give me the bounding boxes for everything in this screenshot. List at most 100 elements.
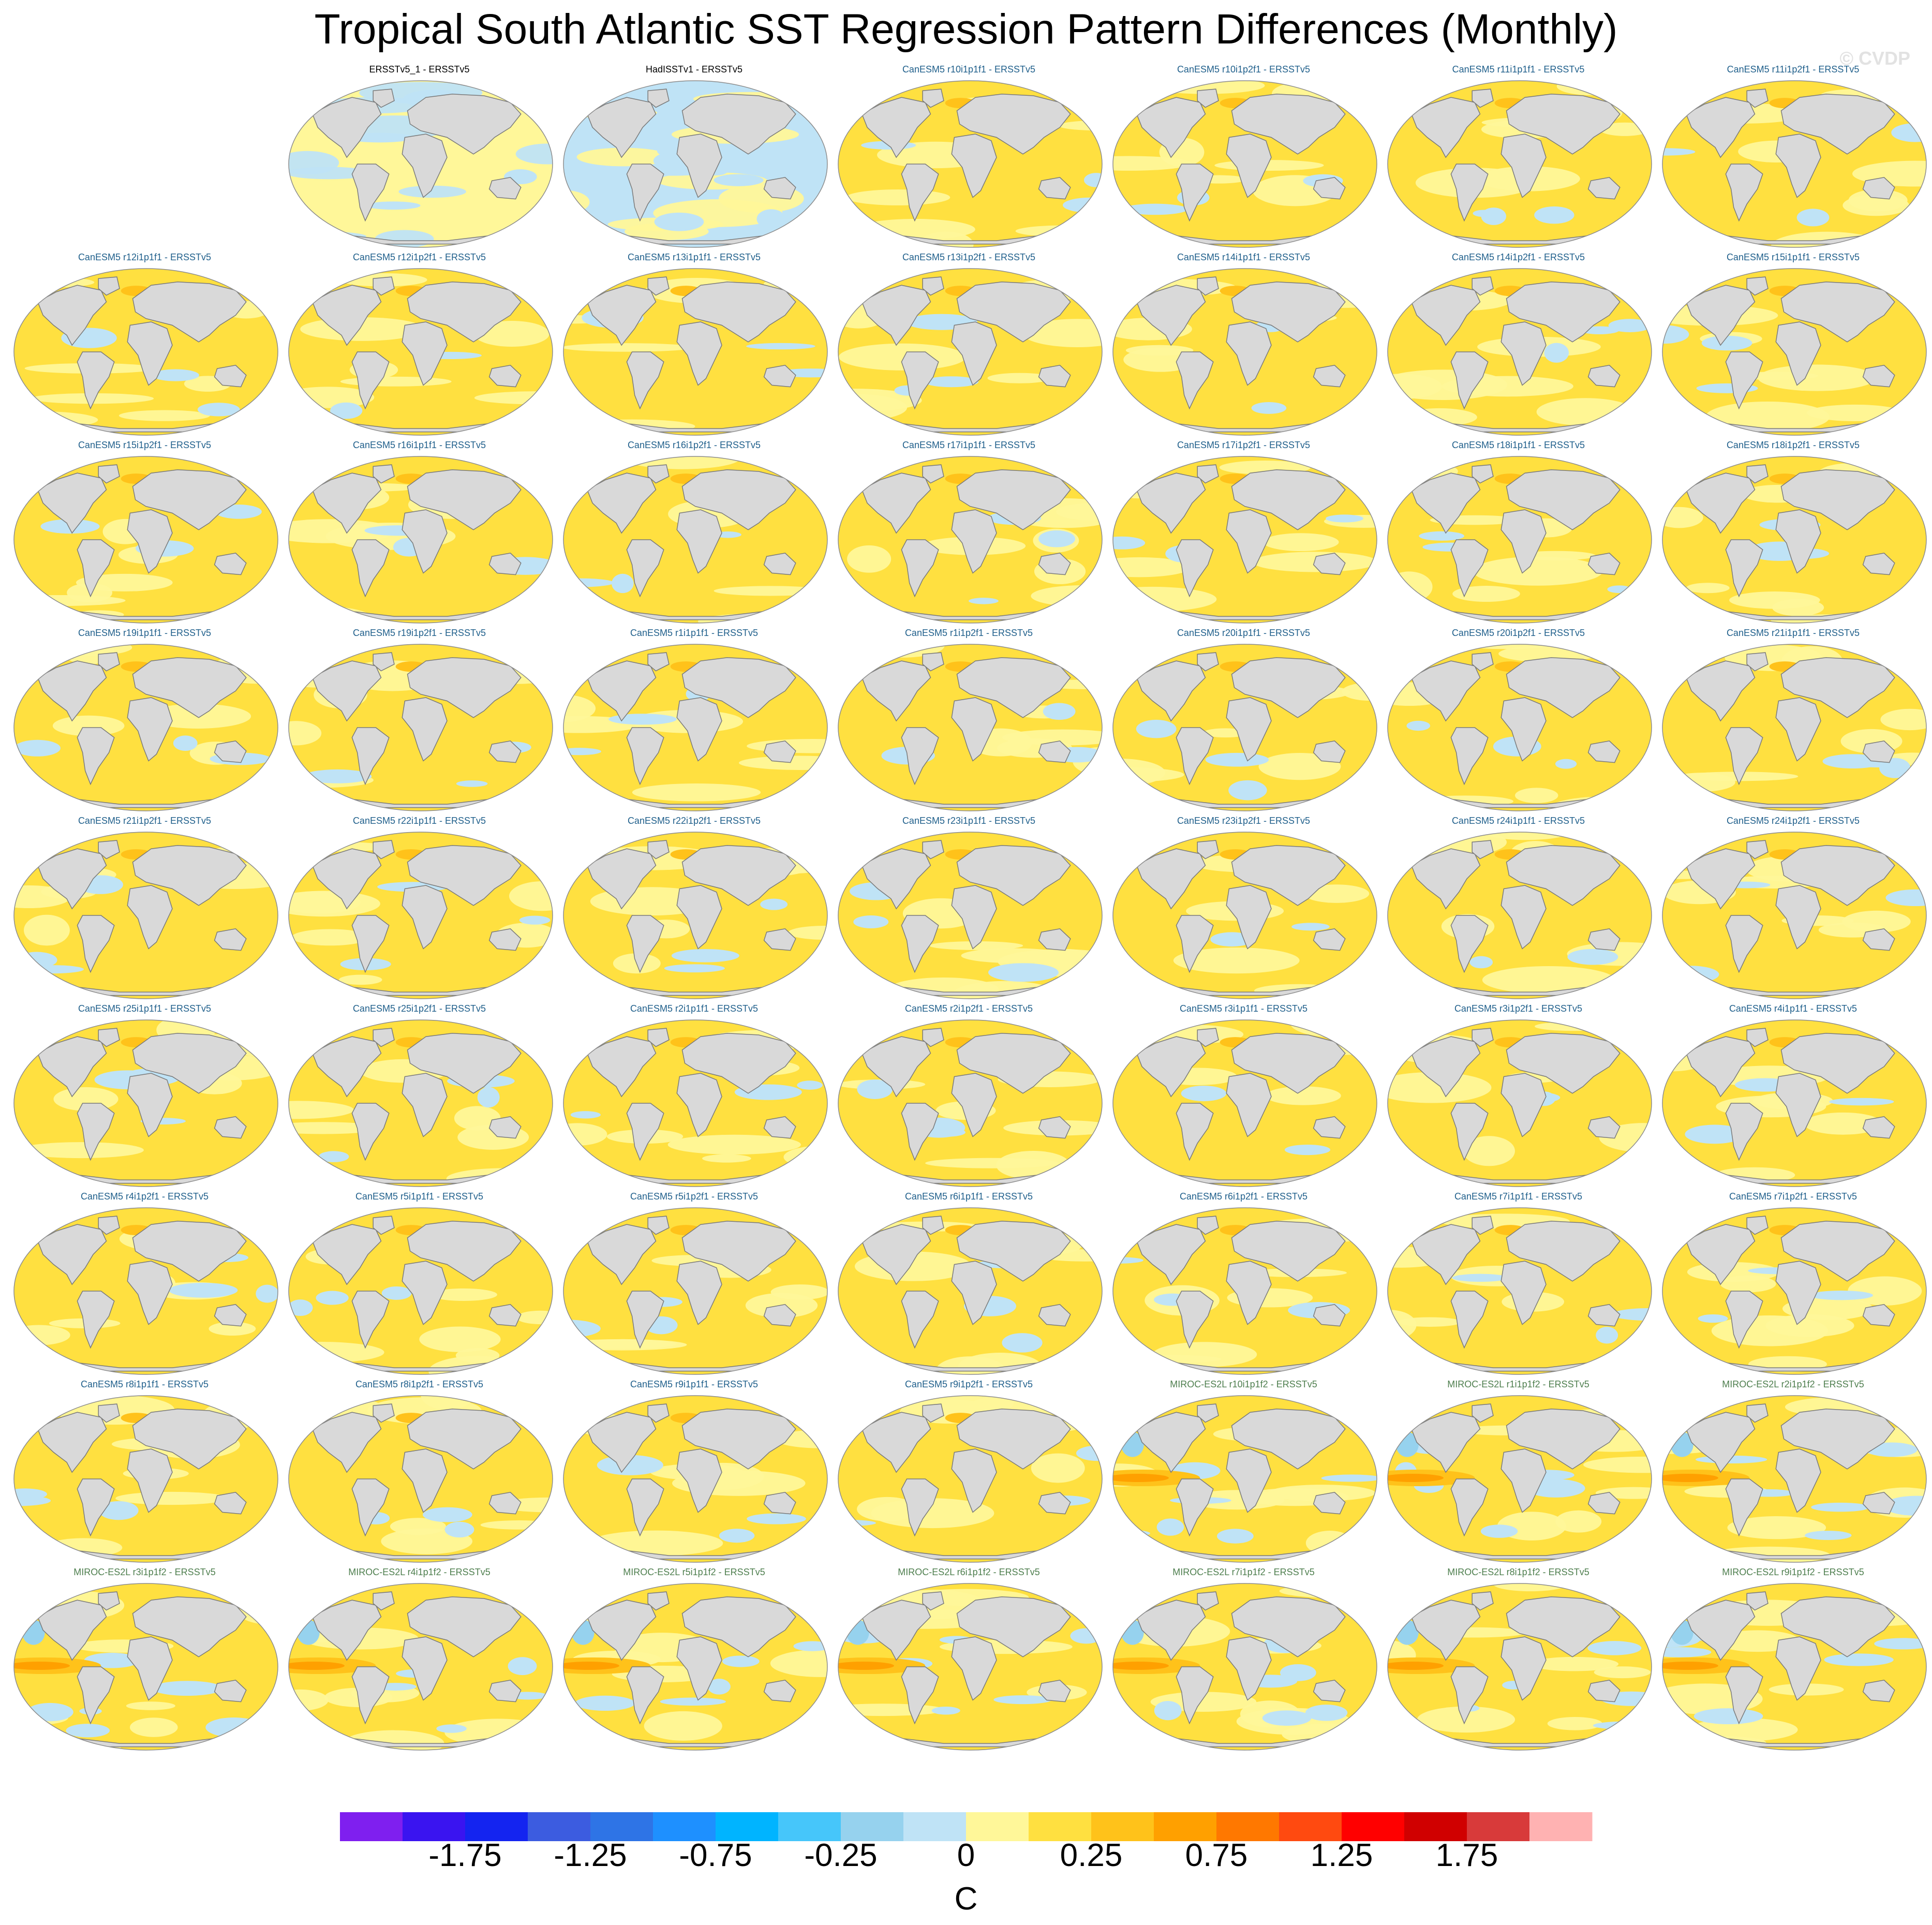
field-patch [1595, 1487, 1652, 1499]
continent [1862, 552, 1895, 575]
field-patch-negative [318, 1151, 349, 1162]
field-patch [289, 519, 396, 543]
continent [351, 1666, 390, 1725]
map-panel: CanESM5 r19i1p2f1 - ERSSTv5 [282, 628, 557, 816]
map-panel-field [1112, 456, 1377, 624]
continent [214, 1491, 247, 1515]
continent [901, 539, 939, 598]
field-patch [987, 373, 1052, 383]
map-panel: CanESM5 r11i1p2f1 - ERSSTv5 [1656, 64, 1930, 253]
continent [98, 276, 120, 296]
continent [951, 321, 997, 386]
colorbar-swatch [1342, 1812, 1405, 1841]
map-panel-field [838, 456, 1103, 624]
continent [1746, 1403, 1768, 1423]
continent [1685, 1036, 1756, 1098]
continent [626, 164, 664, 222]
continent [586, 1600, 657, 1661]
continent [951, 1261, 997, 1325]
field-patch-positive [1113, 1474, 1169, 1482]
map-panel-field [288, 456, 553, 624]
continent [1506, 657, 1621, 718]
map-outline [838, 1019, 1103, 1187]
continent [402, 509, 448, 574]
field-patch [847, 545, 891, 573]
colorbar-swatch [465, 1812, 528, 1841]
continent [586, 285, 657, 346]
map-outline [1112, 268, 1377, 436]
continent [407, 1596, 522, 1657]
panel-title: CanESM5 r4i1p1f1 - ERSSTv5 [1729, 1003, 1857, 1014]
field-patch [339, 974, 382, 985]
panel-title: CanESM5 r3i1p1f1 - ERSSTv5 [1179, 1003, 1308, 1014]
continent [1472, 652, 1494, 672]
panel-title: MIROC-ES2L r9i1p1f2 - ERSSTv5 [1722, 1567, 1864, 1577]
field-patch-negative [1084, 173, 1102, 187]
continent [1775, 321, 1821, 386]
map-panel-field [563, 644, 828, 811]
continent [1226, 321, 1272, 386]
continent [1038, 1491, 1071, 1515]
field-patch [118, 410, 210, 421]
map-outline [13, 644, 278, 811]
field-patch-negative [1419, 531, 1464, 541]
map-outline [1662, 268, 1927, 436]
continent [1500, 1073, 1547, 1137]
continent [1685, 1600, 1756, 1661]
continent [351, 164, 390, 222]
colorbar-tick-label: -0.75 [679, 1838, 752, 1873]
field-patch-negative [303, 769, 372, 783]
continent [77, 1291, 115, 1349]
field-patch [289, 1689, 329, 1711]
continent [127, 321, 173, 386]
panel-title: CanESM5 r2i1p1f1 - ERSSTv5 [630, 1003, 759, 1014]
continent [1685, 1224, 1756, 1285]
map-panel-field [838, 832, 1103, 999]
continent [98, 652, 120, 672]
field-patch [1594, 1666, 1651, 1679]
continent [1725, 351, 1763, 410]
continent [626, 1103, 664, 1161]
map-panel-field [288, 832, 553, 999]
continent [951, 1636, 997, 1701]
panel-title: CanESM5 r13i1p1f1 - ERSSTv5 [627, 252, 761, 262]
map-outline [1387, 80, 1652, 248]
field-patch-negative [1154, 1700, 1182, 1721]
field-patch [1022, 319, 1102, 347]
continent [1450, 915, 1489, 973]
field-patch [1758, 364, 1876, 391]
continent [373, 840, 395, 860]
continent [626, 1666, 664, 1725]
map-outline [13, 832, 278, 999]
field-patch-negative [1824, 1653, 1894, 1666]
field-patch-negative [654, 212, 704, 231]
map-outline [1112, 1583, 1377, 1751]
map-panel: CanESM5 r23i1p1f1 - ERSSTv5 [831, 816, 1106, 1004]
colorbar-swatch [340, 1812, 403, 1841]
field-patch-negative [444, 1521, 474, 1538]
continent [676, 1636, 722, 1701]
colorbar-swatch [1154, 1812, 1217, 1841]
field-patch [1056, 503, 1102, 521]
field-patch-negative [924, 376, 979, 388]
continent [922, 1591, 944, 1611]
panel-title: MIROC-ES2L r6i1p1f2 - ERSSTv5 [898, 1567, 1040, 1577]
map-outline [563, 1207, 828, 1375]
map-outline [1112, 1395, 1377, 1563]
map-panel-field [563, 1207, 828, 1375]
colorbar-swatch [653, 1812, 716, 1841]
map-panel-field [563, 832, 828, 999]
field-patch [739, 756, 827, 770]
field-patch-negative [456, 780, 488, 787]
map-panel: MIROC-ES2L r1i1p1f2 - ERSSTv5 [1381, 1379, 1656, 1567]
continent [373, 1591, 395, 1611]
map-panel-field [563, 268, 828, 436]
continent [132, 1221, 247, 1282]
continent [1226, 697, 1272, 762]
continent [1450, 351, 1489, 410]
continent [127, 1261, 173, 1325]
continent [1313, 928, 1346, 951]
continent [1862, 364, 1895, 388]
panel-title: CanESM5 r25i1p1f1 - ERSSTv5 [78, 1003, 212, 1014]
